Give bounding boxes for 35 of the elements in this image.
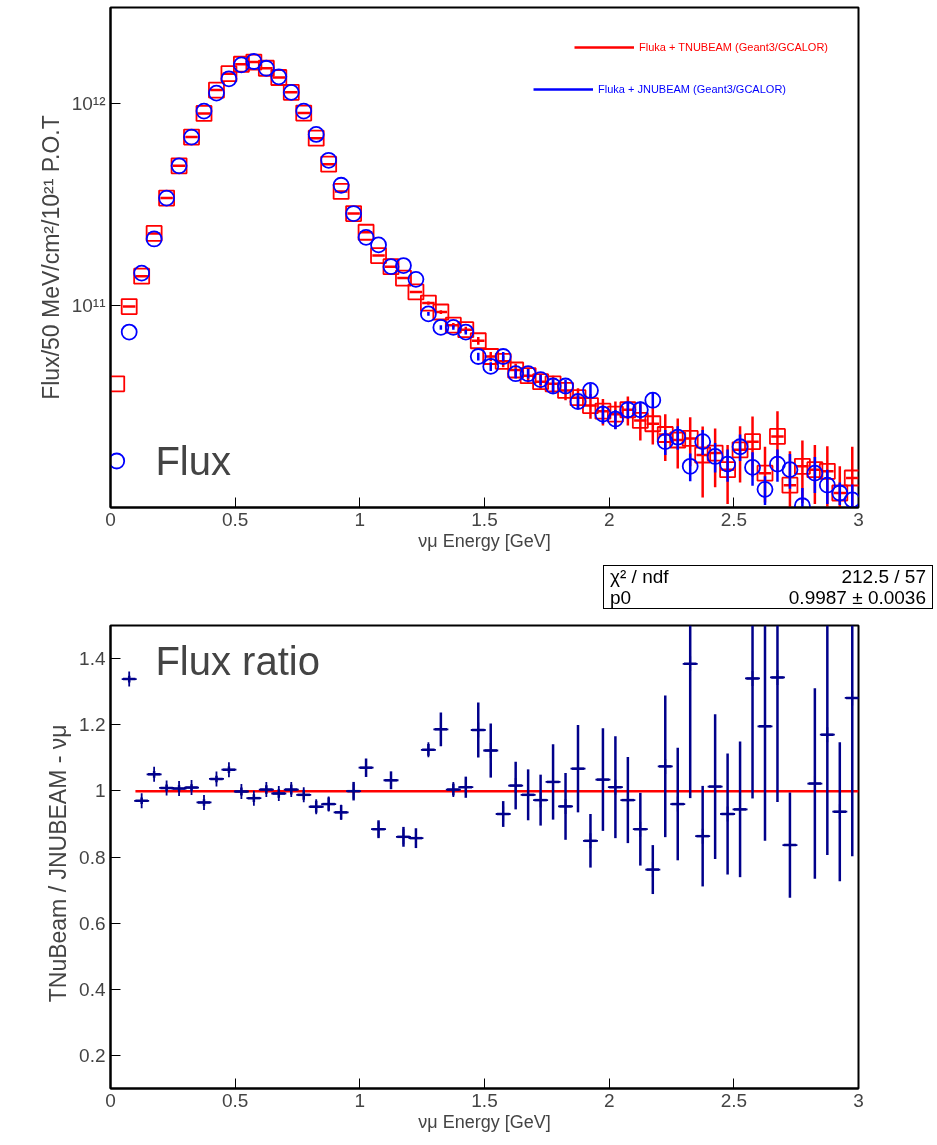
y-tick-label: 0.4 [79, 978, 106, 1000]
y-tick-label: 1.2 [79, 714, 106, 736]
y-tick-label: 1.4 [79, 648, 106, 670]
y-tick-label: 10¹¹ [71, 295, 106, 317]
x-tick-label: 1 [354, 1089, 366, 1111]
x-tick-label: 1.5 [471, 1089, 498, 1111]
text: 212.5 / 57 [840, 565, 927, 587]
x-tick-label: 0 [105, 1089, 116, 1111]
x-tick-label: 1 [354, 508, 366, 530]
y-tick-label: 0.2 [79, 1044, 106, 1066]
x-tick-label: 2 [603, 1089, 615, 1111]
x-tick-label: 0.5 [221, 508, 249, 530]
text: Fluka + JNUBEAM (Geant3/GCALOR) [598, 83, 786, 95]
y-tick-label: 0.8 [79, 846, 106, 868]
x-tick-label: 3 [853, 508, 864, 530]
text: 0.9987 ± 0.0036 [787, 587, 927, 609]
y-tick-label: 10¹² [71, 93, 106, 115]
x-tick-label: 0.5 [221, 1089, 249, 1111]
x-tick-label: 2.5 [720, 1089, 748, 1111]
x-tick-label: 1.5 [471, 508, 498, 530]
y-tick-label: 1 [94, 780, 106, 802]
text: p0 [609, 587, 633, 609]
x-tick-label: 3 [853, 1089, 864, 1111]
chart-title: Flux ratio [155, 639, 320, 684]
text: Fluka + TNUBEAM (Geant3/GCALOR) [639, 41, 828, 53]
y-axis-title: TNuBeam / JNUBEAM - νμ [45, 724, 72, 1003]
y-tick-label: 0.6 [79, 912, 106, 934]
x-tick-label: 2 [603, 508, 615, 530]
x-tick-label: 2.5 [720, 508, 748, 530]
text: χ² / ndf [609, 565, 670, 587]
y-axis-title: Flux/50 MeV/cm²/10²¹ P.O.T [37, 115, 64, 400]
x-axis-title: νμ Energy [GeV] [418, 1111, 551, 1132]
text: Flux [155, 438, 231, 483]
x-axis-title: νμ Energy [GeV] [418, 530, 551, 551]
x-tick-label: 0 [105, 508, 116, 530]
